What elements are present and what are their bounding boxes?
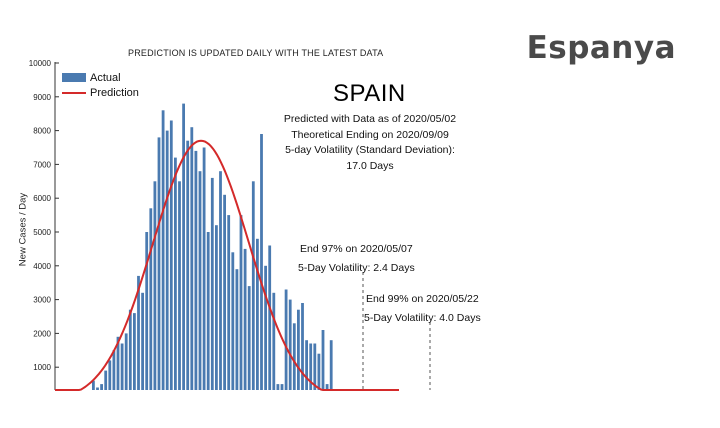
actual-bar <box>235 269 239 390</box>
actual-bar <box>165 130 169 390</box>
actual-bar <box>157 137 161 390</box>
y-tick-label: 5000 <box>33 228 51 237</box>
actual-bar <box>198 171 202 390</box>
actual-bar <box>292 323 296 390</box>
actual-bar <box>202 147 206 390</box>
actual-bar <box>268 245 272 390</box>
actual-bar <box>133 313 136 390</box>
y-tick-label: 6000 <box>33 194 51 203</box>
end97-label: End 97% on 2020/05/07 <box>300 243 413 255</box>
legend-label-prediction: Prediction <box>90 86 139 99</box>
legend-item-actual: Actual <box>62 70 139 85</box>
actual-bar <box>313 343 317 390</box>
actual-bar <box>145 232 149 390</box>
actual-bar <box>280 384 284 390</box>
y-axis-label: New Cases / Day <box>17 192 29 267</box>
y-tick-label: 2000 <box>33 329 51 338</box>
y-tick-label: 3000 <box>33 296 51 305</box>
actual-bar <box>260 134 263 390</box>
actual-bar <box>264 265 267 390</box>
actual-bar <box>247 286 251 390</box>
chart-legend: Actual Prediction <box>62 70 139 100</box>
actual-bar <box>231 252 235 390</box>
actual-bar <box>321 330 325 390</box>
actual-bar <box>194 150 198 390</box>
actual-bar <box>276 384 280 390</box>
actual-bar <box>190 127 194 390</box>
actual-bar <box>104 370 108 390</box>
actual-bar <box>124 333 128 390</box>
y-tick-label: 8000 <box>33 127 51 136</box>
actual-bar <box>309 343 313 390</box>
actual-bar <box>325 384 329 390</box>
actual-bar <box>206 232 210 390</box>
end99-annotation: End 99% on 2020/05/22 5-Day Volatility: … <box>364 290 481 328</box>
actual-bar <box>210 177 214 390</box>
actual-bar <box>96 387 99 390</box>
actual-bar <box>297 309 300 390</box>
actual-bar <box>108 360 112 390</box>
actual-bar <box>284 289 288 390</box>
prediction-curve <box>55 139 399 391</box>
actual-bar <box>219 171 222 390</box>
actual-bar <box>239 215 243 390</box>
info-line-volatility-label: 5-day Volatility (Standard Deviation): <box>285 144 455 156</box>
brand-title: Espanya <box>526 30 676 66</box>
actual-bar <box>288 299 292 390</box>
actual-bar <box>100 384 103 390</box>
actual-bar <box>128 309 132 390</box>
actual-bar <box>92 380 95 390</box>
actual-bar <box>137 275 140 390</box>
actual-bar <box>186 140 190 390</box>
actual-bar <box>317 353 321 390</box>
legend-swatch-prediction <box>62 91 86 94</box>
actual-bar <box>227 215 231 390</box>
actual-bar <box>251 181 255 390</box>
actual-bar <box>182 103 185 390</box>
actual-bar <box>116 336 120 390</box>
actual-bars <box>92 103 333 391</box>
chart-title: SPAIN <box>333 80 406 107</box>
info-line-volatility-value: 17.0 Days <box>346 159 394 172</box>
actual-bar <box>305 340 308 390</box>
end99-volatility: 5-Day Volatility: 4.0 Days <box>364 312 481 324</box>
y-axis-ticks: 1000 2000 3000 4000 5000 6000 7000 8000 9000 1000… <box>29 59 59 372</box>
actual-bar <box>153 181 157 390</box>
legend-swatch-actual <box>62 73 86 82</box>
end97-volatility: 5-Day Volatility: 2.4 Days <box>298 262 415 274</box>
end99-label: End 99% on 2020/05/22 <box>366 293 479 305</box>
y-tick-label: 4000 <box>33 262 51 271</box>
end97-annotation: End 97% on 2020/05/07 5-Day Volatility: … <box>298 240 415 278</box>
actual-bar <box>329 340 333 390</box>
y-tick-label: 10000 <box>29 59 52 68</box>
actual-bar <box>256 238 259 390</box>
y-tick-label: 1000 <box>33 363 51 372</box>
actual-bar <box>149 208 153 390</box>
info-line-theoretical-ending: Theoretical Ending on 2020/09/09 <box>291 128 449 141</box>
y-tick-label: 7000 <box>33 160 51 169</box>
prediction-info: Predicted with Data as of 2020/05/02 The… <box>270 112 470 174</box>
actual-bar <box>141 292 144 390</box>
y-tick-label: 9000 <box>33 93 51 102</box>
chart-subtitle: PREDICTION IS UPDATED DAILY WITH THE LAT… <box>128 48 384 58</box>
actual-bar <box>120 343 124 390</box>
actual-bar <box>161 110 165 391</box>
actual-bar <box>112 350 116 390</box>
actual-bar <box>174 157 177 390</box>
actual-bar <box>215 225 218 390</box>
actual-bar <box>272 292 276 390</box>
actual-bar <box>169 120 173 390</box>
info-line-data-date: Predicted with Data as of 2020/05/02 <box>283 113 457 125</box>
legend-item-prediction: Prediction <box>62 85 139 100</box>
actual-bar <box>223 194 226 390</box>
actual-bar <box>301 303 304 390</box>
actual-bar <box>178 181 181 390</box>
legend-label-actual: Actual <box>90 71 121 84</box>
actual-bar <box>243 248 247 390</box>
